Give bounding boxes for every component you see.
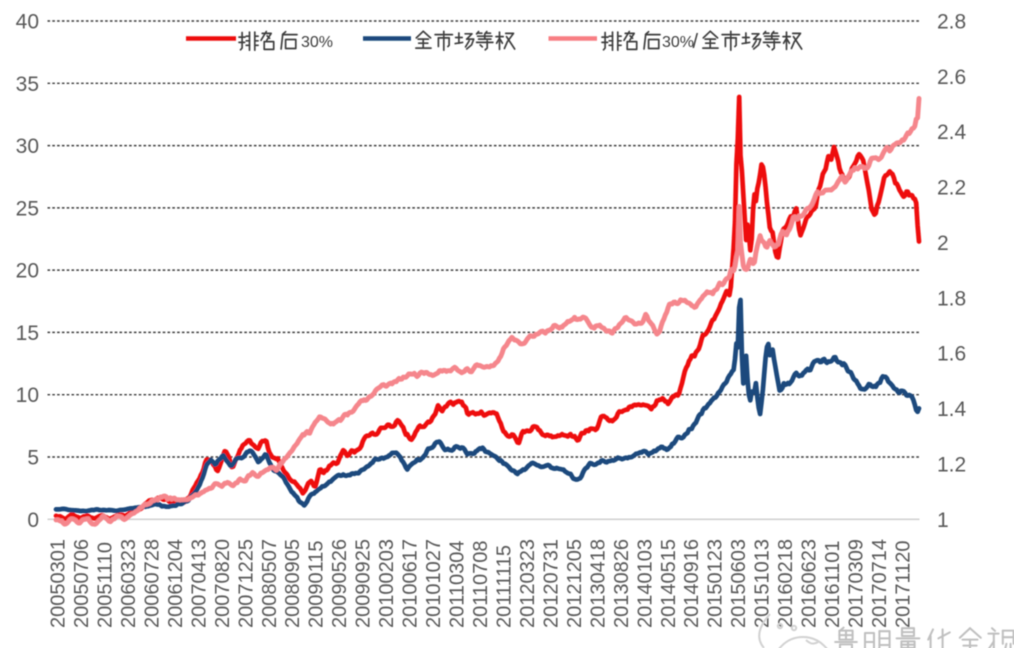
svg-text:20071225: 20071225 <box>235 539 257 628</box>
svg-text:1.4: 1.4 <box>937 398 967 421</box>
svg-text:20130826: 20130826 <box>611 539 633 628</box>
svg-text:20: 20 <box>16 260 39 283</box>
svg-text:2.8: 2.8 <box>937 11 966 34</box>
svg-text:2.4: 2.4 <box>937 121 967 144</box>
svg-text:20100203: 20100203 <box>376 539 398 628</box>
svg-text:20140916: 20140916 <box>681 539 703 628</box>
svg-text:20170714: 20170714 <box>869 539 891 628</box>
svg-text:2.6: 2.6 <box>937 66 966 89</box>
svg-text:20170309: 20170309 <box>846 539 868 628</box>
svg-text:20051110: 20051110 <box>94 542 116 628</box>
svg-text:20161101: 20161101 <box>822 541 844 629</box>
svg-text:20111115: 20111115 <box>494 545 516 628</box>
svg-text:40: 40 <box>16 11 39 34</box>
svg-text:20150603: 20150603 <box>728 539 750 628</box>
svg-text:20160623: 20160623 <box>799 539 821 628</box>
svg-text:35: 35 <box>16 73 39 96</box>
svg-text:20120731: 20120731 <box>540 539 562 628</box>
svg-text:20110304: 20110304 <box>447 541 469 629</box>
svg-text:1.6: 1.6 <box>937 343 966 366</box>
svg-text:20090526: 20090526 <box>329 539 351 628</box>
svg-text:/: / <box>693 31 699 53</box>
svg-text:20110708: 20110708 <box>470 541 492 629</box>
svg-text:20061204: 20061204 <box>165 539 187 628</box>
svg-text:20050706: 20050706 <box>71 539 93 628</box>
svg-text:15: 15 <box>16 322 39 345</box>
svg-text:20140515: 20140515 <box>658 539 680 628</box>
svg-text:20171120: 20171120 <box>893 541 915 629</box>
svg-text:20130418: 20130418 <box>587 539 609 628</box>
svg-text:1.2: 1.2 <box>937 453 966 476</box>
svg-text:20101027: 20101027 <box>423 539 445 628</box>
svg-text:1.8: 1.8 <box>937 287 966 310</box>
svg-text:2: 2 <box>937 232 949 255</box>
svg-text:20070820: 20070820 <box>212 539 234 628</box>
svg-text:20140103: 20140103 <box>634 539 656 628</box>
svg-text:25: 25 <box>16 197 39 220</box>
svg-text:20070413: 20070413 <box>188 539 210 628</box>
svg-text:20150123: 20150123 <box>705 539 727 628</box>
svg-text:2.2: 2.2 <box>937 177 966 200</box>
svg-text:20060323: 20060323 <box>118 539 140 628</box>
svg-text:30%: 30% <box>301 34 333 51</box>
svg-text:20080905: 20080905 <box>282 539 304 628</box>
svg-text:10: 10 <box>16 384 39 407</box>
svg-text:20151013: 20151013 <box>752 539 774 628</box>
svg-text:20060728: 20060728 <box>141 539 163 628</box>
svg-text:20160218: 20160218 <box>775 539 797 628</box>
svg-text:20090115: 20090115 <box>306 541 328 629</box>
svg-text:20080507: 20080507 <box>259 539 281 628</box>
svg-text:1: 1 <box>937 509 949 532</box>
svg-text:30%: 30% <box>662 34 694 51</box>
svg-text:5: 5 <box>27 447 39 470</box>
svg-text:20090925: 20090925 <box>353 539 375 628</box>
svg-text:30: 30 <box>16 135 39 158</box>
svg-text:20121205: 20121205 <box>564 539 586 628</box>
svg-text:20120323: 20120323 <box>517 539 539 628</box>
svg-text:20100617: 20100617 <box>400 539 422 628</box>
svg-text:0: 0 <box>27 509 39 532</box>
svg-text:20050301: 20050301 <box>48 539 70 628</box>
